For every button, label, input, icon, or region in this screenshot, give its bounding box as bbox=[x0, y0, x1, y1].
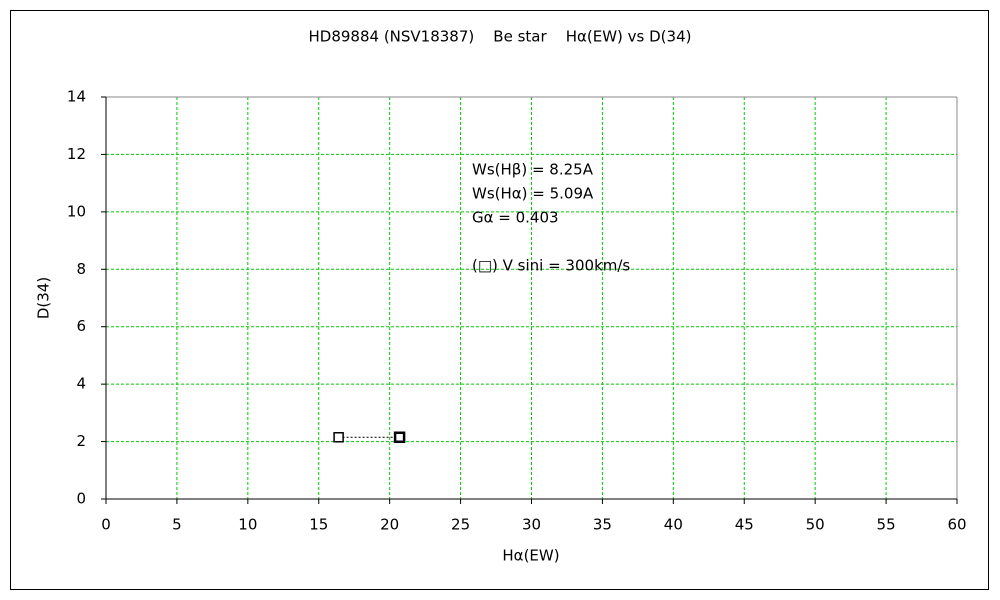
y-tick-label: 6 bbox=[76, 317, 86, 335]
y-tick-label: 10 bbox=[67, 202, 86, 220]
chart-frame bbox=[10, 10, 989, 590]
x-axis-label: Hα(EW) bbox=[502, 547, 559, 565]
y-tick-label: 12 bbox=[67, 145, 86, 163]
chart-title: HD89884 (NSV18387) Be star Hα(EW) vs D(3… bbox=[309, 28, 692, 46]
y-tick-label: 0 bbox=[76, 490, 86, 508]
y-tick-label: 14 bbox=[67, 88, 86, 106]
x-tick-label: 35 bbox=[593, 516, 612, 534]
annotation: Ws(Hα) = 5.09A bbox=[472, 185, 594, 203]
x-tick-label: 0 bbox=[101, 516, 111, 534]
x-tick-label: 40 bbox=[664, 516, 683, 534]
y-tick-label: 2 bbox=[76, 432, 86, 450]
y-tick-label: 8 bbox=[76, 260, 86, 278]
y-tick-label: 4 bbox=[76, 375, 86, 393]
annotation: Gα = 0.403 bbox=[472, 209, 559, 227]
x-tick-label: 15 bbox=[309, 516, 328, 534]
x-tick-label: 60 bbox=[947, 516, 966, 534]
x-tick-label: 20 bbox=[380, 516, 399, 534]
x-tick-label: 45 bbox=[735, 516, 754, 534]
annotation: (□) V sini = 300km/s bbox=[472, 257, 630, 275]
x-tick-label: 30 bbox=[522, 516, 541, 534]
x-tick-label: 5 bbox=[172, 516, 182, 534]
annotation: Ws(Hβ) = 8.25A bbox=[472, 161, 594, 179]
x-tick-label: 50 bbox=[806, 516, 825, 534]
point-marker bbox=[333, 432, 344, 443]
y-axis-label: D(34) bbox=[35, 277, 53, 319]
x-tick-label: 55 bbox=[877, 516, 896, 534]
x-tick-label: 10 bbox=[238, 516, 257, 534]
x-tick-label: 25 bbox=[451, 516, 470, 534]
point-marker bbox=[393, 431, 406, 444]
